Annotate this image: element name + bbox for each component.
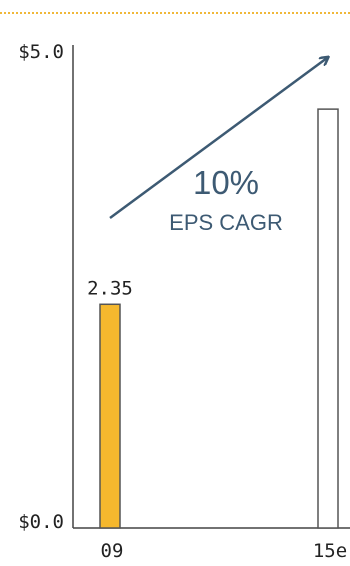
bar-09 [99,303,121,529]
cagr-description-label: EPS CAGR [169,210,283,235]
y-tick-label-top: $5.0 [18,41,64,63]
bar-15e [317,108,339,529]
accent-dotted-rule [0,12,350,14]
cagr-percent-label: 10% [193,164,259,201]
growth-arrow [109,58,327,220]
x-tick-label-15e: 15e [313,540,347,562]
x-tick-label-09: 09 [101,540,124,562]
data-label-09: 2.35 [87,277,133,299]
y-tick-label-bottom: $0.0 [18,511,64,533]
